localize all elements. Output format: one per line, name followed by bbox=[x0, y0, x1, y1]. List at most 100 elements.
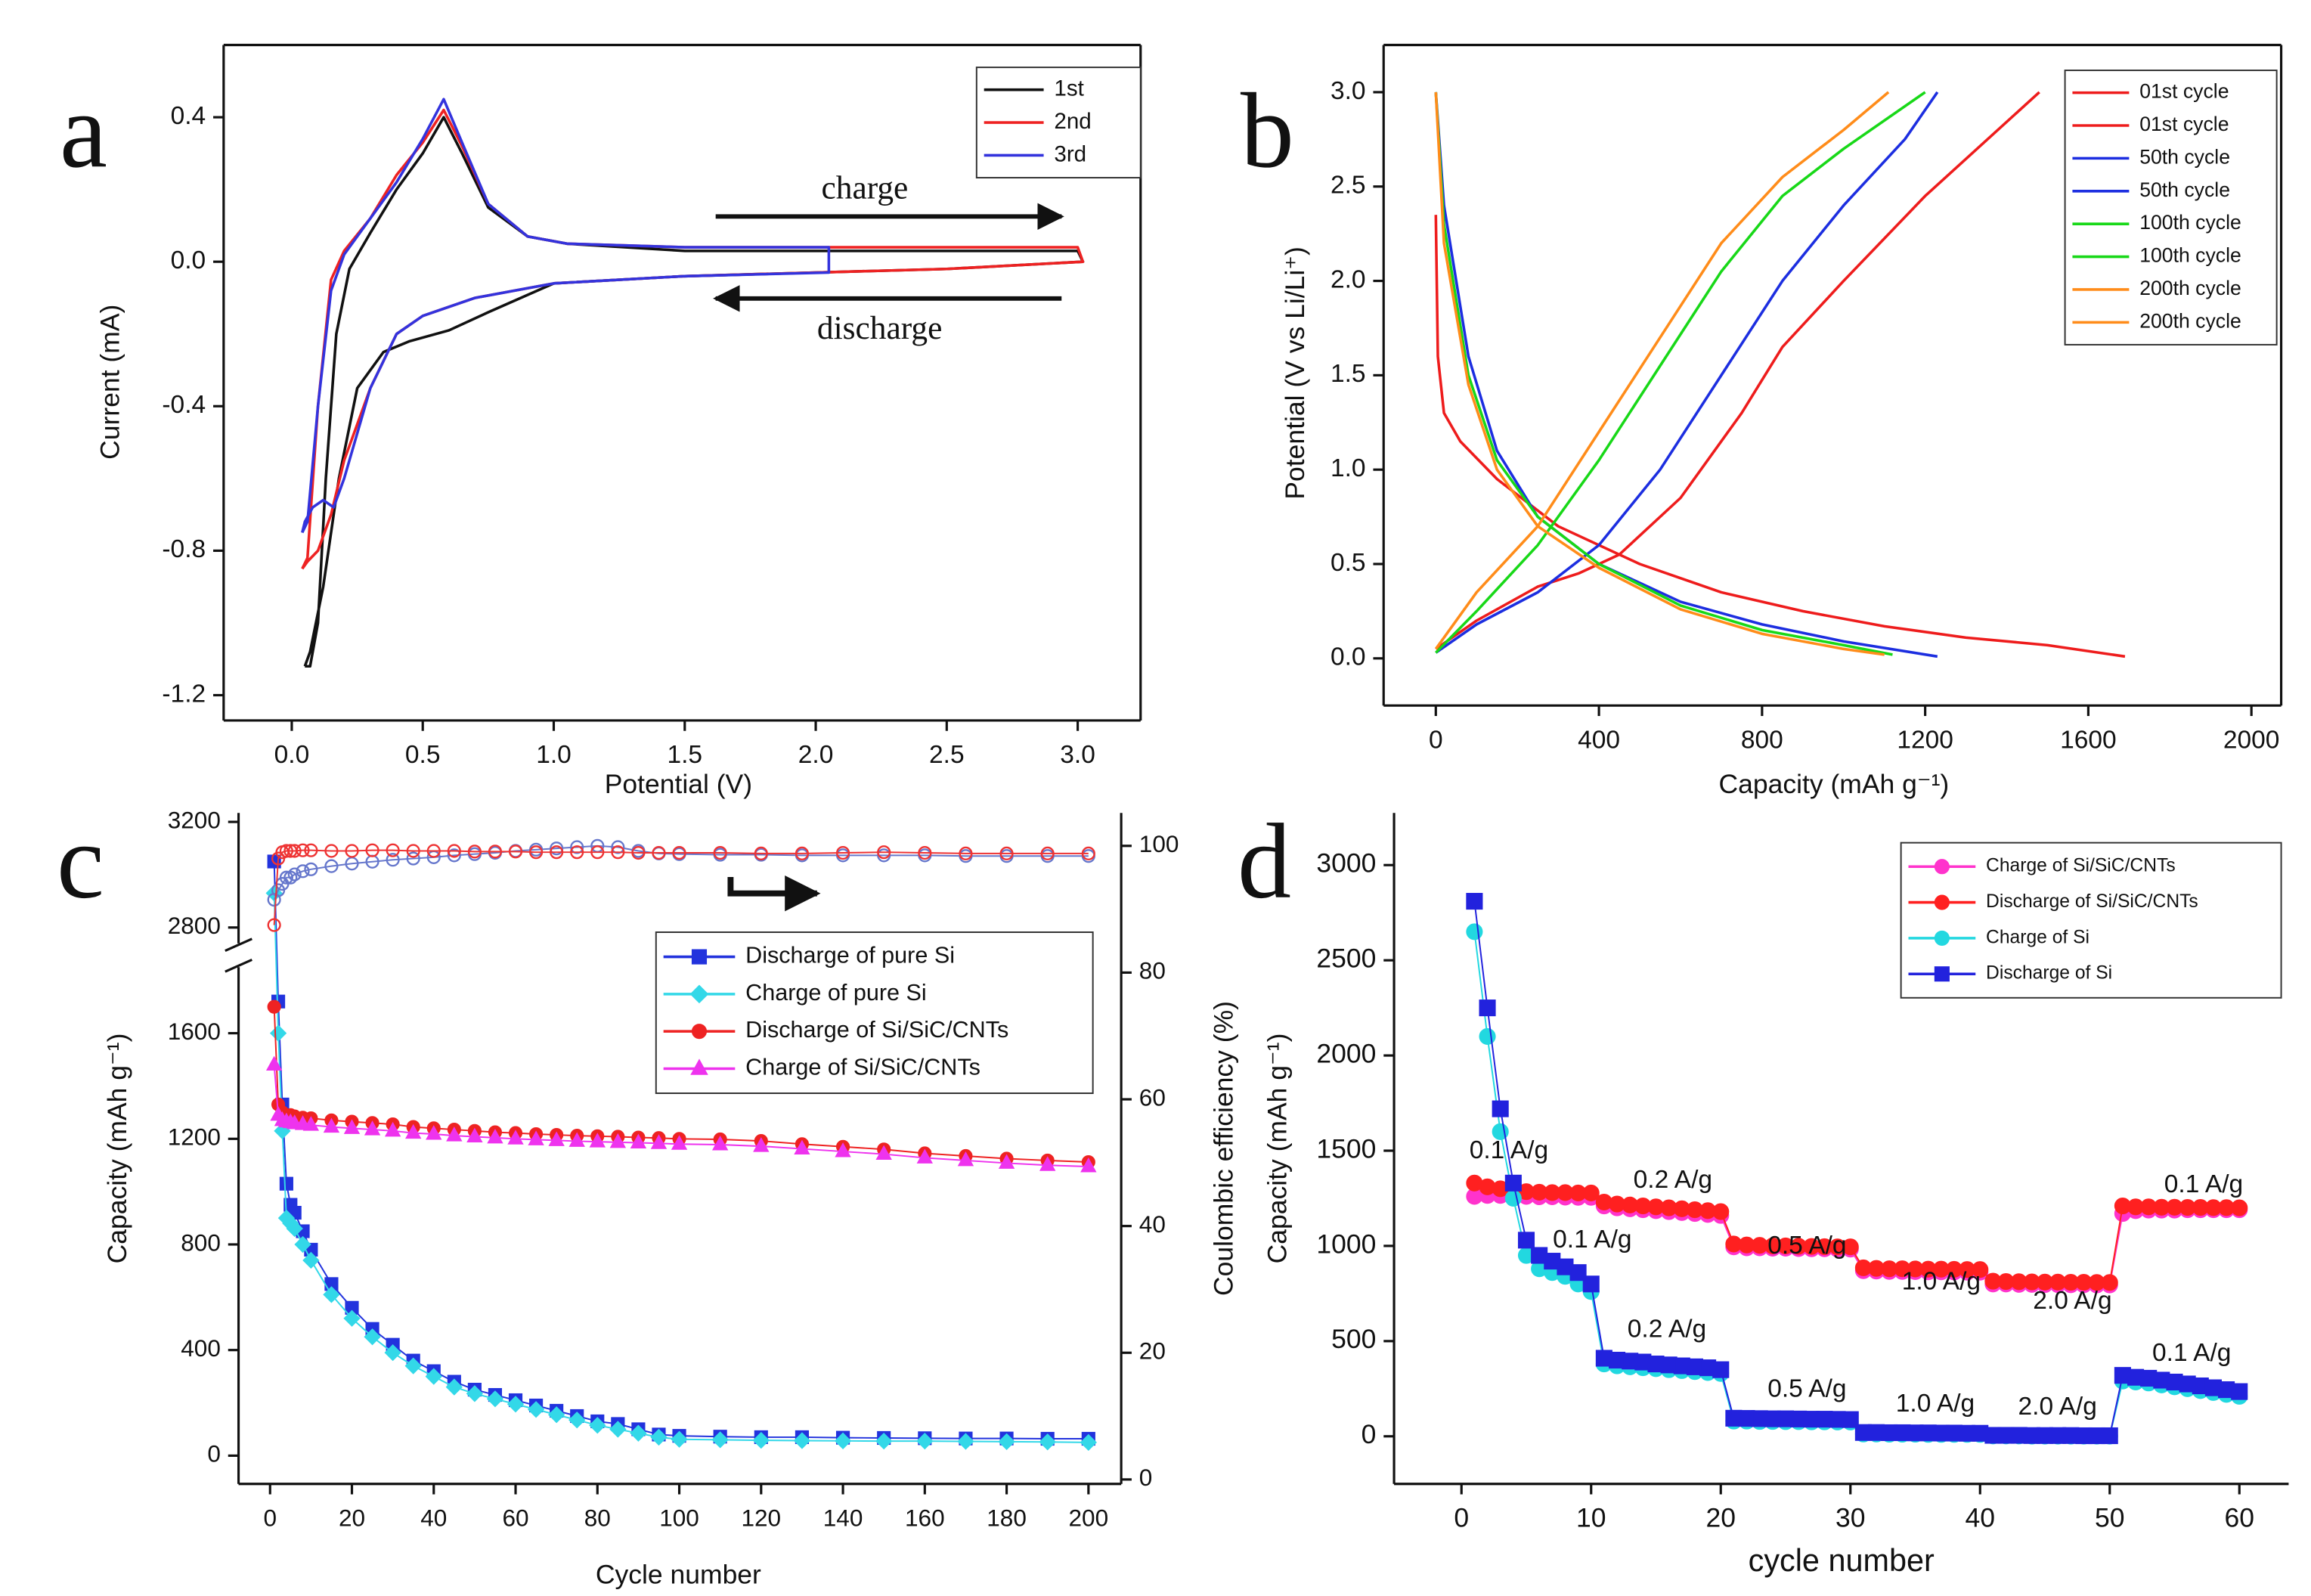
marker bbox=[916, 1148, 933, 1164]
legend-label: Charge of pure Si bbox=[745, 980, 927, 1006]
x-tick-label: 100 bbox=[659, 1504, 699, 1531]
annotation: 0.1 A/g bbox=[2164, 1170, 2243, 1198]
annotation: 0.2 A/g bbox=[1628, 1315, 1706, 1343]
marker bbox=[466, 1127, 483, 1142]
annotation: 0.1 A/g bbox=[1553, 1226, 1631, 1254]
marker bbox=[957, 1151, 974, 1167]
y-tick-label: 3.0 bbox=[1331, 77, 1366, 105]
y2-tick-label: 20 bbox=[1139, 1337, 1166, 1365]
legend-label: 50th cycle bbox=[2139, 145, 2230, 168]
marker bbox=[1466, 893, 1483, 910]
marker bbox=[345, 844, 359, 858]
x-tick-label: 180 bbox=[987, 1504, 1027, 1531]
y-tick-label: 1200 bbox=[168, 1123, 221, 1151]
marker bbox=[753, 1137, 770, 1152]
series-line bbox=[1434, 91, 1890, 650]
y-tick-label: 2000 bbox=[1316, 1038, 1376, 1068]
axis-break bbox=[225, 937, 252, 953]
marker bbox=[835, 845, 850, 860]
x-tick-label: 40 bbox=[420, 1504, 447, 1531]
y-tick-label: 0.0 bbox=[1331, 643, 1366, 671]
annotation: 2.0 A/g bbox=[2033, 1287, 2111, 1315]
legend-label: 3rd bbox=[1054, 141, 1086, 166]
x-tick-label: 0 bbox=[1454, 1502, 1469, 1532]
marker bbox=[406, 851, 420, 866]
marker bbox=[287, 844, 302, 858]
annotation: 1.0 A/g bbox=[1902, 1267, 1981, 1295]
marker bbox=[426, 1125, 442, 1140]
x-tick-label: 2.5 bbox=[929, 741, 965, 769]
marker bbox=[650, 1134, 668, 1149]
marker bbox=[447, 844, 461, 858]
marker bbox=[529, 845, 544, 860]
marker bbox=[652, 845, 666, 860]
y-tick-label: 500 bbox=[1331, 1324, 1376, 1354]
annotation: 0.2 A/g bbox=[1634, 1166, 1712, 1194]
marker bbox=[386, 853, 400, 867]
marker bbox=[630, 1133, 647, 1149]
y-tick-label: 1500 bbox=[1316, 1133, 1376, 1164]
marker bbox=[630, 1424, 647, 1442]
marker bbox=[1972, 1261, 1989, 1278]
marker bbox=[998, 1154, 1015, 1169]
marker bbox=[406, 844, 420, 858]
series-line bbox=[301, 98, 831, 534]
marker bbox=[752, 1431, 770, 1449]
marker bbox=[1569, 1264, 1587, 1281]
x-axis-label: Cycle number bbox=[596, 1559, 761, 1589]
marker bbox=[795, 846, 809, 860]
marker bbox=[405, 1123, 422, 1139]
marker bbox=[1934, 859, 1950, 875]
marker bbox=[487, 1128, 503, 1144]
series-line bbox=[1434, 91, 1885, 656]
y-tick-label: -1.2 bbox=[162, 680, 206, 708]
legend-label: Discharge of Si/SiC/CNTs bbox=[745, 1017, 1008, 1043]
marker bbox=[1517, 1232, 1535, 1249]
marker bbox=[446, 1126, 463, 1142]
y-axis-label: Capacity (mAh g⁻¹) bbox=[102, 1034, 132, 1264]
marker bbox=[1504, 1174, 1522, 1192]
marker bbox=[384, 1121, 401, 1137]
annotation: 0.1 A/g bbox=[1470, 1136, 1548, 1164]
marker bbox=[445, 1378, 463, 1396]
marker bbox=[691, 949, 708, 965]
marker bbox=[589, 1417, 606, 1434]
marker bbox=[570, 845, 584, 860]
marker bbox=[1039, 1156, 1056, 1171]
marker bbox=[611, 840, 625, 854]
marker bbox=[287, 867, 302, 882]
legend-label: 200th cycle bbox=[2139, 309, 2241, 332]
marker bbox=[296, 843, 310, 857]
marker bbox=[875, 1433, 893, 1450]
marker bbox=[267, 999, 281, 1014]
marker bbox=[1479, 999, 1496, 1017]
y-tick-label: 0.0 bbox=[171, 246, 206, 274]
axis-pointer-arrow bbox=[727, 875, 821, 912]
marker bbox=[1081, 846, 1095, 860]
marker bbox=[1492, 1100, 1509, 1117]
marker bbox=[611, 845, 625, 860]
x-tick-label: 3.0 bbox=[1060, 741, 1095, 769]
y-tick-label: 800 bbox=[181, 1229, 221, 1256]
marker bbox=[548, 1406, 565, 1424]
x-tick-label: 40 bbox=[1965, 1502, 1995, 1532]
marker bbox=[835, 1142, 851, 1157]
legend-label: 01st cycle bbox=[2139, 80, 2229, 103]
marker bbox=[279, 844, 293, 858]
x-tick-label: 140 bbox=[823, 1504, 863, 1531]
legend-label: Discharge of pure Si bbox=[745, 943, 955, 968]
x-tick-label: 10 bbox=[1576, 1502, 1606, 1532]
y-tick-label: 3200 bbox=[168, 806, 221, 833]
marker bbox=[279, 1176, 293, 1191]
marker bbox=[2231, 1383, 2248, 1400]
annotation: charge bbox=[822, 170, 909, 206]
marker bbox=[1080, 1157, 1097, 1173]
x-tick-label: 1200 bbox=[1897, 726, 1953, 754]
marker bbox=[267, 918, 281, 932]
y-tick-label: 0.4 bbox=[171, 102, 206, 130]
legend-label: Charge of Si/SiC/CNTs bbox=[745, 1055, 980, 1080]
x-tick-label: 200 bbox=[1069, 1504, 1109, 1531]
marker bbox=[1039, 1433, 1056, 1451]
y-tick-label: 2.0 bbox=[1331, 265, 1366, 293]
